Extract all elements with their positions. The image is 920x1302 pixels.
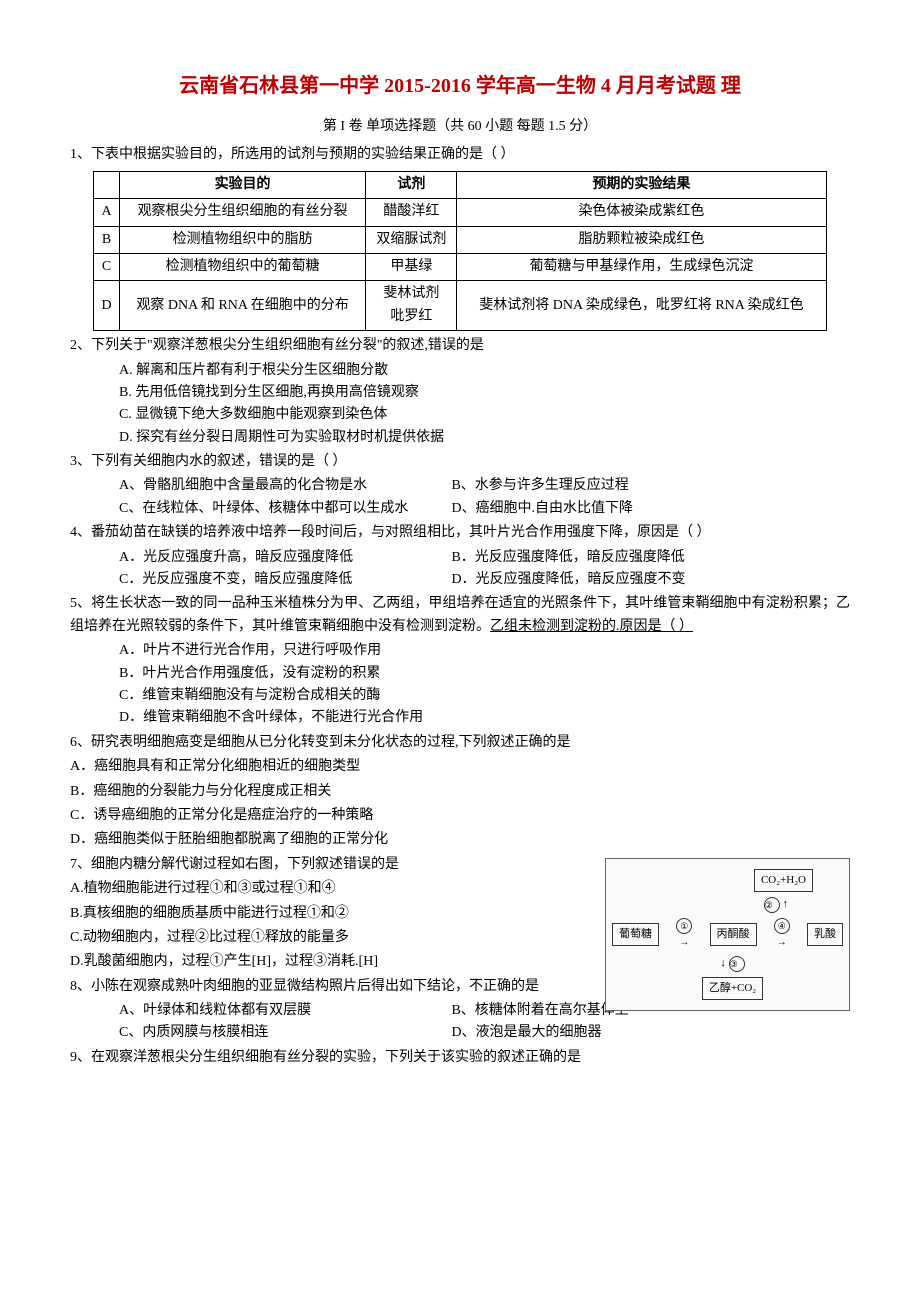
section-header: 第 I 卷 单项选择题（共 60 小题 每题 1.5 分） — [70, 116, 850, 138]
table-row: C 检测植物组织中的葡萄糖 甲基绿 葡萄糖与甲基绿作用，生成绿色沉淀 — [94, 253, 826, 280]
cell: 斐林试剂 吡罗红 — [366, 281, 457, 331]
cell: 染色体被染成紫红色 — [457, 199, 826, 226]
q2-opt-a: A. 解离和压片都有利于根尖分生区细胞分散 — [70, 360, 850, 382]
q5-stem-b: 乙组未检测到淀粉的.原因是（ ） — [490, 619, 693, 634]
cell: 双缩脲试剂 — [366, 226, 457, 253]
q2-opt-b: B. 先用低倍镜找到分生区细胞,再换用高倍镜观察 — [70, 382, 850, 404]
cell: A — [94, 199, 119, 226]
cell: 醋酸洋红 — [366, 199, 457, 226]
fig-label-2: ② — [764, 897, 780, 913]
q5-opt-a: A．叶片不进行光合作用，只进行呼吸作用 — [70, 640, 850, 662]
q6-opt-c: C．诱导癌细胞的正常分化是癌症治疗的一种策略 — [70, 805, 850, 827]
q1-stem: 1、下表中根据实验目的，所选用的试剂与预期的实验结果正确的是（ ） — [70, 144, 850, 166]
q2-opt-d: D. 探究有丝分裂日周期性可为实验取材时机提供依据 — [70, 427, 850, 449]
q4-opt-c: C．光反应强度不变，暗反应强度降低 — [119, 569, 448, 591]
q5-opt-b: B．叶片光合作用强度低，没有淀粉的积累 — [70, 663, 850, 685]
th-reagent: 试剂 — [366, 171, 457, 198]
cell: 甲基绿 — [366, 253, 457, 280]
q3-opts-row1: A、骨骼肌细胞中含量最高的化合物是水 B、水参与许多生理反应过程 — [70, 475, 850, 497]
fig-arrow-1: ①→ — [659, 918, 710, 951]
cell: D — [94, 281, 119, 331]
q6-opt-b: B．癌细胞的分裂能力与分化程度成正相关 — [70, 781, 850, 803]
q4-opt-b: B．光反应强度降低，暗反应强度降低 — [451, 547, 780, 569]
q8-opt-c: C、内质网膜与核膜相连 — [119, 1022, 448, 1044]
q4-opts-row2: C．光反应强度不变，暗反应强度降低 D．光反应强度降低，暗反应强度不变 — [70, 569, 850, 591]
q6-opt-d: D．癌细胞类似于胚胎细胞都脱离了细胞的正常分化 — [70, 829, 850, 851]
q4-stem: 4、番茄幼苗在缺镁的培养液中培养一段时间后，与对照组相比，其叶片光合作用强度下降… — [70, 522, 850, 544]
q5-stem-a: 5、将生长状态一致的同一品种玉米植株分为甲、乙两组，甲组培养在适宜的光照条件下，… — [70, 596, 850, 633]
cell: C — [94, 253, 119, 280]
q4-opt-d: D．光反应强度降低，暗反应强度不变 — [451, 569, 780, 591]
cell: 观察根尖分生组织细胞的有丝分裂 — [119, 199, 366, 226]
cell: 检测植物组织中的葡萄糖 — [119, 253, 366, 280]
q3-opt-b: B、水参与许多生理反应过程 — [451, 475, 780, 497]
fig-arrow-4: ④→ — [757, 918, 808, 951]
table-row: A 观察根尖分生组织细胞的有丝分裂 醋酸洋红 染色体被染成紫红色 — [94, 199, 826, 226]
q8-opt-a: A、叶绿体和线粒体都有双层膜 — [119, 1000, 448, 1022]
th-result: 预期的实验结果 — [457, 171, 826, 198]
q3-opt-d: D、癌细胞中.自由水比值下降 — [451, 498, 780, 520]
table-row: D 观察 DNA 和 RNA 在细胞中的分布 斐林试剂 吡罗红 斐林试剂将 DN… — [94, 281, 826, 331]
fig-right-box: 乳酸 — [807, 923, 843, 947]
cell: 脂肪颗粒被染成红色 — [457, 226, 826, 253]
cell: 检测植物组织中的脂肪 — [119, 226, 366, 253]
page-title: 云南省石林县第一中学 2015-2016 学年高一生物 4 月月考试题 理 — [70, 70, 850, 102]
q6-stem: 6、研究表明细胞癌变是细胞从已分化转变到未分化状态的过程,下列叙述正确的是 — [70, 732, 850, 754]
q6-opt-a: A．癌细胞具有和正常分化细胞相近的细胞类型 — [70, 756, 850, 778]
q2-opt-c: C. 显微镜下绝大多数细胞中能观察到染色体 — [70, 404, 850, 426]
cell: 斐林试剂将 DNA 染成绿色，吡罗红将 RNA 染成红色 — [457, 281, 826, 331]
fig-left-box: 葡萄糖 — [612, 923, 659, 947]
cell: B — [94, 226, 119, 253]
q3-opt-c: C、在线粒体、叶绿体、核糖体中都可以生成水 — [119, 498, 448, 520]
fig-top-box: CO₂+H₂O — [754, 869, 813, 893]
q3-opt-a: A、骨骼肌细胞中含量最高的化合物是水 — [119, 475, 448, 497]
cell: 观察 DNA 和 RNA 在细胞中的分布 — [119, 281, 366, 331]
q8-opts-row2: C、内质网膜与核膜相连 D、液泡是最大的细胞器 — [70, 1022, 850, 1044]
q4-opt-a: A．光反应强度升高，暗反应强度降低 — [119, 547, 448, 569]
q4-opts-row1: A．光反应强度升高，暗反应强度降低 B．光反应强度降低，暗反应强度降低 — [70, 547, 850, 569]
table-row: B 检测植物组织中的脂肪 双缩脲试剂 脂肪颗粒被染成红色 — [94, 226, 826, 253]
fig-label-3: ③ — [729, 956, 745, 972]
q9-stem: 9、在观察洋葱根尖分生组织细胞有丝分裂的实验，下列关于该实验的叙述正确的是 — [70, 1047, 850, 1069]
q2-stem: 2、下列关于"观察洋葱根尖分生组织细胞有丝分裂"的叙述,错误的是 — [70, 335, 850, 357]
th-purpose: 实验目的 — [119, 171, 366, 198]
q5-stem: 5、将生长状态一致的同一品种玉米植株分为甲、乙两组，甲组培养在适宜的光照条件下，… — [70, 593, 850, 638]
q1-table: 实验目的 试剂 预期的实验结果 A 观察根尖分生组织细胞的有丝分裂 醋酸洋红 染… — [93, 171, 826, 331]
cell: 葡萄糖与甲基绿作用，生成绿色沉淀 — [457, 253, 826, 280]
q5-opt-d: D．维管束鞘细胞不含叶绿体，不能进行光合作用 — [70, 707, 850, 729]
fig-mid-box: 丙酮酸 — [710, 923, 757, 947]
q7-figure: CO₂+H₂O ② ↑ 葡萄糖 ①→ 丙酮酸 ④→ 乳酸 ↓ ③ 乙醇+CO₂ — [605, 858, 850, 1011]
q3-stem: 3、下列有关细胞内水的叙述，错误的是（ ） — [70, 451, 850, 473]
q8-opt-d: D、液泡是最大的细胞器 — [451, 1022, 780, 1044]
th-blank — [94, 171, 119, 198]
q5-opt-c: C．维管束鞘细胞没有与淀粉合成相关的酶 — [70, 685, 850, 707]
q3-opts-row2: C、在线粒体、叶绿体、核糖体中都可以生成水 D、癌细胞中.自由水比值下降 — [70, 498, 850, 520]
table-header-row: 实验目的 试剂 预期的实验结果 — [94, 171, 826, 198]
fig-bottom-box: 乙醇+CO₂ — [702, 977, 763, 1001]
